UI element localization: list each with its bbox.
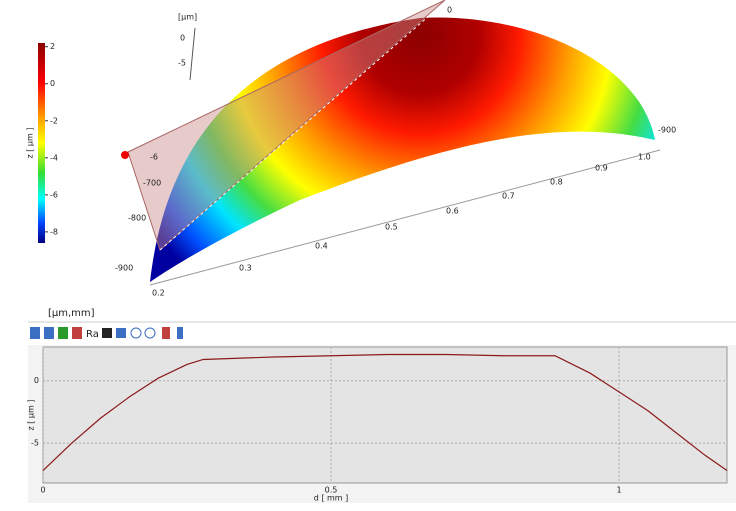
section-line	[159, 1, 446, 251]
colorbar-tick-label: -4	[50, 153, 58, 162]
z-axis	[189, 27, 196, 81]
y-tick-label: -5	[31, 439, 39, 448]
x-tick-label: 0.8	[550, 178, 563, 187]
colorbar-tick-label: -8	[50, 227, 58, 236]
colorbar-tick-label: -6	[50, 190, 58, 199]
x-tick-label: 1.0	[638, 153, 651, 162]
tool-icon[interactable]	[162, 327, 170, 339]
ra-button[interactable]: Ra	[86, 329, 99, 340]
tool-icon[interactable]	[72, 327, 82, 339]
y-tick-label: -900	[115, 264, 133, 273]
surface-3d-view: [µm] 0 -5 -6 -700 -800 -900 0 -900 0.2 0.3 0.4 0.5 0.…	[115, 0, 676, 298]
tool-icon[interactable]	[144, 327, 156, 339]
plot-area	[42, 346, 728, 484]
x-tick-label: 0.5	[325, 486, 338, 495]
tool-icon[interactable]	[130, 327, 142, 339]
tool-icon[interactable]	[44, 327, 54, 339]
x-tick-label: 0.3	[239, 264, 252, 273]
x-tick-label: 0.2	[152, 289, 165, 298]
toolbar: Ra	[30, 327, 183, 340]
plane-handle[interactable]	[121, 151, 129, 159]
x-axis-label: d [ mm ]	[314, 494, 349, 503]
x-tick-label: 0.6	[446, 207, 459, 216]
tool-icon[interactable]	[58, 327, 68, 339]
y-tick-label: 0	[34, 376, 39, 385]
x-tick-label: 0.5	[385, 223, 398, 232]
tool-icon[interactable]	[116, 328, 126, 338]
profile-line	[42, 353, 728, 472]
z-tick-label: 0	[180, 34, 185, 43]
tool-icon[interactable]	[177, 327, 183, 339]
colorbar-label: z [ µm ]	[26, 128, 35, 159]
surface	[150, 17, 655, 283]
x-tick-label: 0.7	[502, 192, 515, 201]
y-axis-label: z [ µm ]	[27, 400, 36, 431]
z-tick-label: -5	[178, 59, 186, 68]
units-label: [µm,mm]	[48, 308, 95, 319]
z-axis-unit: [µm]	[178, 13, 197, 22]
y-tick-label: 0	[447, 6, 452, 15]
colorbar-tick-label: 0	[50, 79, 55, 88]
x-axis	[149, 149, 661, 286]
x-tick-label: 0	[40, 486, 45, 495]
y-tick-label: -700	[143, 179, 161, 188]
y-tick-label: -900	[658, 126, 676, 135]
y-tick-label: -6	[150, 153, 158, 162]
x-tick-label: 0.4	[315, 242, 328, 251]
section-plane	[127, 0, 446, 251]
x-tick-label: 1	[616, 486, 621, 495]
y-tick-label: -800	[128, 214, 146, 223]
colorbar-tick-label: -2	[50, 116, 58, 125]
tool-icon[interactable]	[102, 328, 112, 338]
colorbar-tick-label: 2	[50, 42, 55, 51]
x-tick-label: 0.9	[595, 164, 608, 173]
colorbar	[38, 43, 45, 243]
tool-icon[interactable]	[30, 327, 40, 339]
